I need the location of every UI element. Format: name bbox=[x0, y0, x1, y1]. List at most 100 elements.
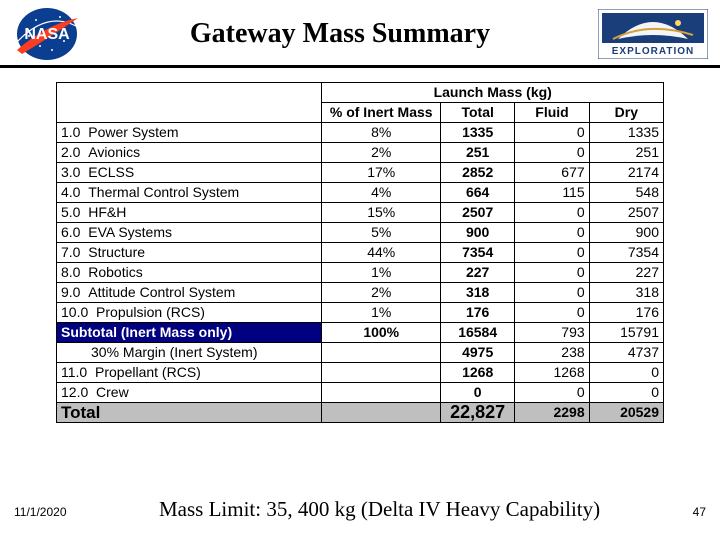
margin-dry: 4737 bbox=[589, 343, 663, 363]
row-pct: 1% bbox=[322, 303, 441, 323]
row-total: 2507 bbox=[441, 203, 515, 223]
svg-text:EXPLORATION: EXPLORATION bbox=[612, 46, 694, 57]
row-dry: 2174 bbox=[589, 163, 663, 183]
row-dry: 7354 bbox=[589, 243, 663, 263]
col-pct-header: % of Inert Mass bbox=[322, 103, 441, 123]
total-total: 22,827 bbox=[441, 403, 515, 423]
margin-pct bbox=[322, 343, 441, 363]
row-fluid: 0 bbox=[515, 243, 589, 263]
row-pct: 5% bbox=[322, 223, 441, 243]
row-total: 318 bbox=[441, 283, 515, 303]
total-fluid: 2298 bbox=[515, 403, 589, 423]
table-row: 8.0 Robotics1%2270227 bbox=[57, 263, 664, 283]
row-fluid: 0 bbox=[515, 223, 589, 243]
header: NASA Gateway Mass Summary EXPLORATION bbox=[0, 0, 720, 68]
row-label: 6.0 EVA Systems bbox=[57, 223, 322, 243]
subtotal-label: Subtotal (Inert Mass only) bbox=[57, 323, 322, 343]
nasa-logo-icon: NASA bbox=[12, 6, 82, 61]
row-fluid: 0 bbox=[515, 283, 589, 303]
margin-fluid: 238 bbox=[515, 343, 589, 363]
row-label: 10.0 Propulsion (RCS) bbox=[57, 303, 322, 323]
mass-summary-table: Lunar L1 Gateway Launch Mass (kg) % of I… bbox=[56, 82, 664, 423]
row-fluid: 0 bbox=[515, 203, 589, 223]
margin-row: 30% Margin (Inert System) 4975 238 4737 bbox=[57, 343, 664, 363]
propellant-fluid: 1268 bbox=[515, 363, 589, 383]
col-fluid-header: Fluid bbox=[515, 103, 589, 123]
crew-total: 0 bbox=[441, 383, 515, 403]
propellant-label: 11.0 Propellant (RCS) bbox=[57, 363, 322, 383]
table-row: 10.0 Propulsion (RCS)1%1760176 bbox=[57, 303, 664, 323]
launch-mass-header: Launch Mass (kg) bbox=[322, 83, 664, 103]
row-total: 176 bbox=[441, 303, 515, 323]
propellant-pct bbox=[322, 363, 441, 383]
total-row: Total 22,827 2298 20529 bbox=[57, 403, 664, 423]
subtotal-row: Subtotal (Inert Mass only) 100% 16584 79… bbox=[57, 323, 664, 343]
row-dry: 318 bbox=[589, 283, 663, 303]
crew-fluid: 0 bbox=[515, 383, 589, 403]
page-number: 47 bbox=[693, 505, 706, 519]
subtotal-fluid: 793 bbox=[515, 323, 589, 343]
crew-row: 12.0 Crew 0 0 0 bbox=[57, 383, 664, 403]
table-row: 9.0 Attitude Control System2%3180318 bbox=[57, 283, 664, 303]
row-pct: 4% bbox=[322, 183, 441, 203]
row-label: 3.0 ECLSS bbox=[57, 163, 322, 183]
row-dry: 1335 bbox=[589, 123, 663, 143]
table-row: 3.0 ECLSS17%28526772174 bbox=[57, 163, 664, 183]
table-row: 2.0 Avionics2%2510251 bbox=[57, 143, 664, 163]
subtotal-pct: 100% bbox=[322, 323, 441, 343]
table-row: 5.0 HF&H15%250702507 bbox=[57, 203, 664, 223]
propellant-row: 11.0 Propellant (RCS) 1268 1268 0 bbox=[57, 363, 664, 383]
row-label: 8.0 Robotics bbox=[57, 263, 322, 283]
table-row: 6.0 EVA Systems5%9000900 bbox=[57, 223, 664, 243]
row-label: 4.0 Thermal Control System bbox=[57, 183, 322, 203]
table-row: 7.0 Structure44%735407354 bbox=[57, 243, 664, 263]
row-pct: 8% bbox=[322, 123, 441, 143]
footer-date: 11/1/2020 bbox=[14, 505, 67, 519]
total-label: Total bbox=[57, 403, 322, 423]
row-fluid: 0 bbox=[515, 143, 589, 163]
row-fluid: 0 bbox=[515, 303, 589, 323]
subtotal-dry: 15791 bbox=[589, 323, 663, 343]
row-dry: 2507 bbox=[589, 203, 663, 223]
crew-dry: 0 bbox=[589, 383, 663, 403]
row-fluid: 0 bbox=[515, 263, 589, 283]
page-title: Gateway Mass Summary bbox=[82, 18, 598, 50]
row-label: 5.0 HF&H bbox=[57, 203, 322, 223]
exploration-logo-icon: EXPLORATION bbox=[598, 9, 708, 59]
row-pct: 17% bbox=[322, 163, 441, 183]
row-total: 664 bbox=[441, 183, 515, 203]
row-fluid: 0 bbox=[515, 123, 589, 143]
col-total-header: Total bbox=[441, 103, 515, 123]
total-dry: 20529 bbox=[589, 403, 663, 423]
row-total: 7354 bbox=[441, 243, 515, 263]
crew-label: 12.0 Crew bbox=[57, 383, 322, 403]
propellant-dry: 0 bbox=[589, 363, 663, 383]
table-header-row-1: Lunar L1 Gateway Launch Mass (kg) bbox=[57, 83, 664, 103]
table-row: 4.0 Thermal Control System4%664115548 bbox=[57, 183, 664, 203]
row-fluid: 115 bbox=[515, 183, 589, 203]
row-total: 2852 bbox=[441, 163, 515, 183]
row-pct: 44% bbox=[322, 243, 441, 263]
margin-total: 4975 bbox=[441, 343, 515, 363]
row-dry: 900 bbox=[589, 223, 663, 243]
row-dry: 251 bbox=[589, 143, 663, 163]
mass-limit-text: Mass Limit: 35, 400 kg (Delta IV Heavy C… bbox=[67, 497, 693, 522]
col-dry-header: Dry bbox=[589, 103, 663, 123]
margin-label: 30% Margin (Inert System) bbox=[61, 344, 258, 360]
row-pct: 1% bbox=[322, 263, 441, 283]
propellant-total: 1268 bbox=[441, 363, 515, 383]
row-label: 7.0 Structure bbox=[57, 243, 322, 263]
table-row: 1.0 Power System8%133501335 bbox=[57, 123, 664, 143]
row-label: 9.0 Attitude Control System bbox=[57, 283, 322, 303]
crew-pct bbox=[322, 383, 441, 403]
row-total: 251 bbox=[441, 143, 515, 163]
row-pct: 2% bbox=[322, 283, 441, 303]
row-total: 1335 bbox=[441, 123, 515, 143]
svg-text:NASA: NASA bbox=[24, 26, 70, 43]
mass-table-container: Lunar L1 Gateway Launch Mass (kg) % of I… bbox=[0, 68, 720, 423]
row-dry: 176 bbox=[589, 303, 663, 323]
row-pct: 15% bbox=[322, 203, 441, 223]
row-label: 2.0 Avionics bbox=[57, 143, 322, 163]
row-total: 900 bbox=[441, 223, 515, 243]
row-dry: 227 bbox=[589, 263, 663, 283]
